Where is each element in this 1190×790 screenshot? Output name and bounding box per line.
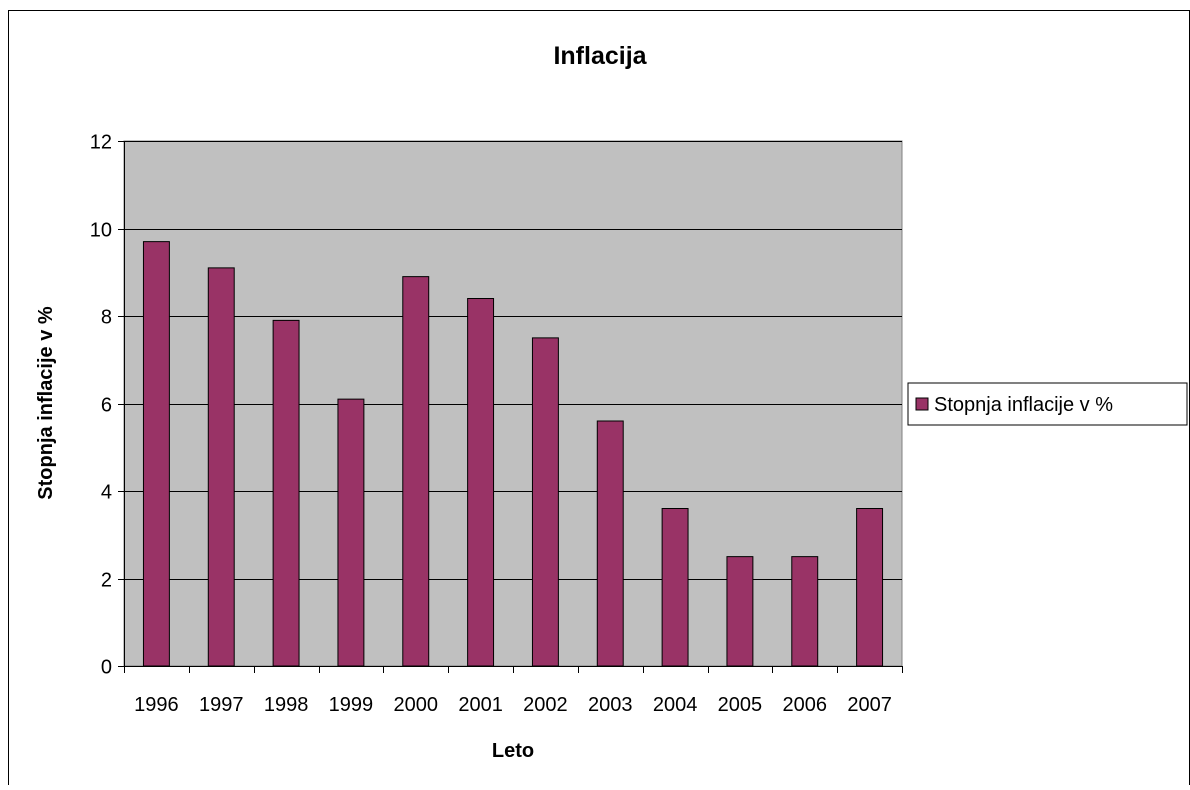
bar (661, 508, 689, 667)
x-tick-label: 2004 (653, 694, 698, 716)
x-tick-label: 1996 (134, 694, 179, 716)
y-axis-title: Stopnja inflacije v % (35, 306, 57, 500)
x-tick-label: 1998 (264, 694, 309, 716)
y-tick-label: 12 (90, 132, 112, 154)
bar (337, 398, 365, 667)
bar (791, 556, 819, 667)
x-tick-labels: 1996 1997 1998 1999 2000 2001 2002 2003 2004 2005… (134, 694, 892, 716)
legend: Stopnja inflacije v % (907, 382, 1188, 426)
x-axis-title: Leto (492, 740, 534, 762)
legend-label: Stopnja inflacije v % (934, 394, 1113, 416)
x-tick-label: 2007 (847, 694, 892, 716)
x-tick-label: 2006 (783, 694, 828, 716)
legend-swatch (915, 397, 929, 411)
x-tick-label: 1997 (199, 694, 244, 716)
x-tick-label: 2001 (458, 694, 503, 716)
grid-lines (124, 141, 902, 580)
y-tick-label: 10 (90, 220, 112, 242)
x-tick-label: 2002 (523, 694, 568, 716)
y-tick-label: 2 (101, 570, 112, 592)
y-tick-label: 6 (101, 395, 112, 417)
x-tick-label: 2003 (588, 694, 633, 716)
y-tick-labels: 0 2 4 6 8 10 12 (90, 132, 112, 679)
bar (726, 556, 754, 667)
legend-box (907, 382, 1188, 426)
bar (272, 319, 300, 667)
y-tick-label: 0 (101, 657, 112, 679)
x-tick-label: 1999 (329, 694, 374, 716)
bars (142, 241, 884, 667)
y-tick-label: 8 (101, 307, 112, 329)
bar (856, 508, 884, 667)
bar (142, 241, 170, 667)
bar (596, 420, 624, 667)
bar (467, 298, 495, 667)
x-tick-label: 2000 (394, 694, 439, 716)
bar (531, 337, 559, 667)
axes (118, 141, 903, 673)
x-tick-label: 2005 (718, 694, 763, 716)
chart-title: Inflacija (553, 42, 647, 70)
bar (402, 276, 430, 667)
plot-area (123, 140, 903, 667)
y-tick-label: 4 (101, 482, 112, 504)
bar (207, 267, 235, 667)
